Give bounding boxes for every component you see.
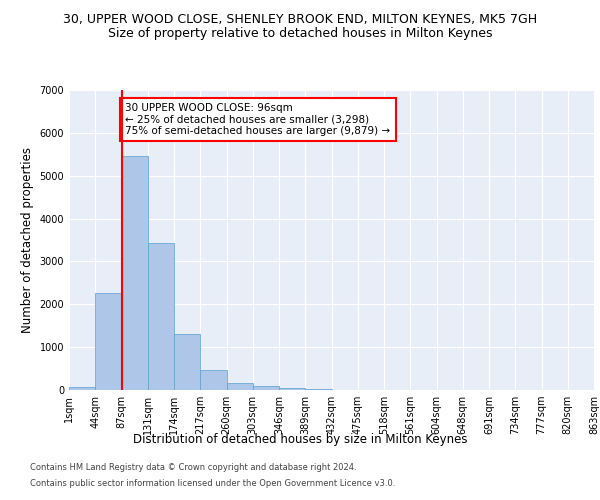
- Text: Contains public sector information licensed under the Open Government Licence v3: Contains public sector information licen…: [30, 478, 395, 488]
- Text: Distribution of detached houses by size in Milton Keynes: Distribution of detached houses by size …: [133, 432, 467, 446]
- Bar: [305, 388, 331, 390]
- Bar: [174, 334, 200, 390]
- Bar: [279, 388, 305, 390]
- Bar: [200, 370, 227, 390]
- Bar: [253, 386, 279, 390]
- Bar: [95, 292, 121, 390]
- Bar: [227, 383, 253, 390]
- Text: Contains HM Land Registry data © Crown copyright and database right 2024.: Contains HM Land Registry data © Crown c…: [30, 464, 356, 472]
- Bar: [148, 243, 174, 390]
- Bar: [121, 156, 148, 390]
- Text: 30 UPPER WOOD CLOSE: 96sqm
← 25% of detached houses are smaller (3,298)
75% of s: 30 UPPER WOOD CLOSE: 96sqm ← 25% of deta…: [125, 103, 391, 136]
- Bar: [69, 387, 95, 390]
- Text: 30, UPPER WOOD CLOSE, SHENLEY BROOK END, MILTON KEYNES, MK5 7GH: 30, UPPER WOOD CLOSE, SHENLEY BROOK END,…: [63, 12, 537, 26]
- Text: Size of property relative to detached houses in Milton Keynes: Size of property relative to detached ho…: [108, 28, 492, 40]
- Y-axis label: Number of detached properties: Number of detached properties: [21, 147, 34, 333]
